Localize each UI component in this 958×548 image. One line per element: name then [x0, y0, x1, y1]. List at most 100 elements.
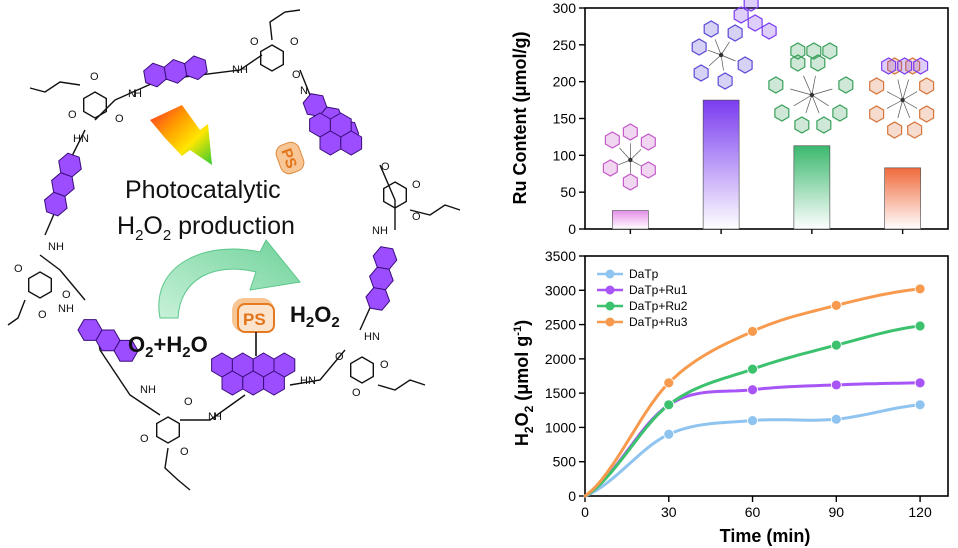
legend-label: DaTp — [629, 267, 659, 281]
legend-entry: DaTp — [597, 267, 659, 281]
anthracene-substituent-icon — [881, 57, 929, 75]
svg-text:HN: HN — [364, 331, 380, 343]
ru-complex-2-icon — [691, 20, 753, 90]
svg-text:N: N — [128, 88, 136, 100]
svg-text:O: O — [115, 113, 124, 125]
ru-complex-3-icon — [768, 54, 854, 134]
svg-text:NH: NH — [48, 241, 64, 253]
bar-y-tick-label: 50 — [560, 184, 576, 200]
legend-entry: DaTp+Ru3 — [597, 315, 688, 329]
cof-scheme-diagram: O O O N H NH O O O N O O O NH HN O O O N… — [7, 9, 461, 491]
triformyl-rings — [28, 44, 407, 444]
svg-text:NH: NH — [140, 384, 156, 396]
data-point-datp-ru1 — [830, 379, 842, 391]
line-y-tick-label: 3000 — [545, 282, 576, 298]
series-line-datp-ru2 — [583, 324, 922, 498]
svg-text:O: O — [180, 446, 189, 458]
line-y-tick-label: 2500 — [545, 317, 576, 333]
svg-text:O: O — [68, 109, 77, 121]
line-y-tick-label: 0 — [568, 488, 576, 504]
bar-y-tick-label: 250 — [553, 37, 577, 53]
svg-text:O: O — [38, 309, 47, 321]
anthracene-substituent-icon — [790, 42, 838, 60]
line-y-tick-label: 3500 — [545, 248, 576, 264]
line-x-axis-label: Time (min) — [720, 526, 811, 546]
line-plot-frame — [584, 255, 949, 497]
svg-text:O: O — [250, 36, 259, 48]
h2o2-production-line-chart: 0 500 1000 1500 2000 2500 3000 3500 0 30 60 90 120 D… — [512, 248, 949, 546]
data-point-datp — [663, 428, 675, 440]
legend-label: DaTp+Ru2 — [629, 299, 688, 313]
bar-y-tick-label: 300 — [553, 0, 577, 16]
legend-entry: DaTp+Ru2 — [597, 299, 688, 313]
bar-y-axis-label: Ru Content (μmol/g) — [510, 32, 530, 205]
ru-content-bar-chart: 0 50 100 150 200 250 300 Ru Content (μmol/g) — [510, 0, 949, 237]
svg-text:O: O — [14, 263, 23, 275]
line-x-tick-label: 30 — [661, 504, 677, 520]
line-y-tick-label: 1500 — [545, 385, 576, 401]
data-point-datp — [914, 399, 926, 411]
bar-ru-content-1 — [612, 210, 649, 230]
lightning-bolt-icon — [150, 105, 212, 165]
bar-ru-content-3 — [793, 145, 831, 230]
line-y-tick-label: 1000 — [545, 419, 576, 435]
line-x-tick-label: 0 — [581, 504, 589, 520]
ru-complex-structures — [602, 0, 935, 191]
chart-legend: DaTp DaTp+Ru1 DaTp+Ru2 DaTp+Ru3 — [597, 267, 688, 329]
svg-text:PS: PS — [277, 146, 300, 171]
svg-text:N: N — [208, 411, 216, 423]
line-y-tick-label: 2000 — [545, 351, 576, 367]
data-point-datp-ru3 — [830, 299, 842, 311]
bar-ru-content-4 — [884, 167, 921, 230]
anthracene-substituent-icon — [733, 0, 777, 40]
legend-label: DaTp+Ru1 — [629, 283, 688, 297]
svg-text:PS: PS — [243, 310, 266, 329]
data-point-datp-ru1 — [914, 377, 926, 389]
ps-badge: PS — [232, 298, 275, 356]
data-point-datp-ru2 — [747, 363, 758, 375]
legend-marker — [605, 285, 615, 295]
data-point-datp-ru3 — [663, 377, 675, 389]
data-point-datp-ru3 — [914, 283, 926, 295]
svg-text:NH: NH — [232, 64, 248, 76]
reaction-arrow — [158, 239, 301, 319]
svg-text:O: O — [140, 433, 149, 445]
data-point-datp — [747, 415, 758, 426]
svg-text:O: O — [62, 289, 71, 301]
legend-marker — [605, 317, 615, 327]
data-point-datp — [830, 413, 842, 425]
svg-text:O: O — [90, 71, 99, 83]
data-point-datp-ru2 — [830, 339, 842, 351]
svg-text:NH: NH — [372, 225, 388, 237]
bar-y-tick-label: 200 — [553, 74, 577, 90]
data-point-datp-ru3 — [747, 326, 758, 337]
svg-text:O: O — [292, 69, 301, 81]
bar-y-tick-label: 100 — [553, 147, 577, 163]
line-y-tick-label: 500 — [553, 454, 577, 470]
svg-text:O: O — [380, 359, 389, 371]
ps-badge-small: PS — [275, 141, 305, 175]
legend-entry: DaTp+Ru1 — [597, 283, 688, 297]
line-x-tick-label: 90 — [829, 504, 845, 520]
line-x-tick-label: 60 — [745, 504, 761, 520]
line-x-tick-label: 120 — [908, 504, 932, 520]
svg-text:HN: HN — [73, 133, 89, 145]
data-point-datp-ru2 — [663, 399, 675, 411]
propyl-chains — [7, 9, 461, 491]
svg-text:N: N — [300, 85, 308, 97]
data-point-datp-ru2 — [914, 320, 926, 332]
legend-label: DaTp+Ru3 — [629, 315, 688, 329]
bar-y-tick-label: 150 — [553, 111, 577, 127]
line-y-axis-label: H2O2 (μmol g-1) — [512, 320, 536, 446]
svg-text:O: O — [412, 179, 421, 191]
svg-text:O: O — [290, 36, 299, 48]
svg-text:O: O — [412, 211, 421, 223]
legend-marker — [605, 301, 615, 311]
svg-text:O: O — [352, 387, 361, 399]
atom-labels: O O O N H NH O O O N O O O NH HN O O O N… — [14, 36, 421, 458]
svg-text:O: O — [184, 396, 193, 408]
bar-ru-content-2 — [702, 99, 740, 230]
svg-text:H: H — [300, 375, 308, 387]
reactants-label: O2+H2O — [128, 332, 208, 361]
svg-text:H: H — [214, 411, 222, 423]
